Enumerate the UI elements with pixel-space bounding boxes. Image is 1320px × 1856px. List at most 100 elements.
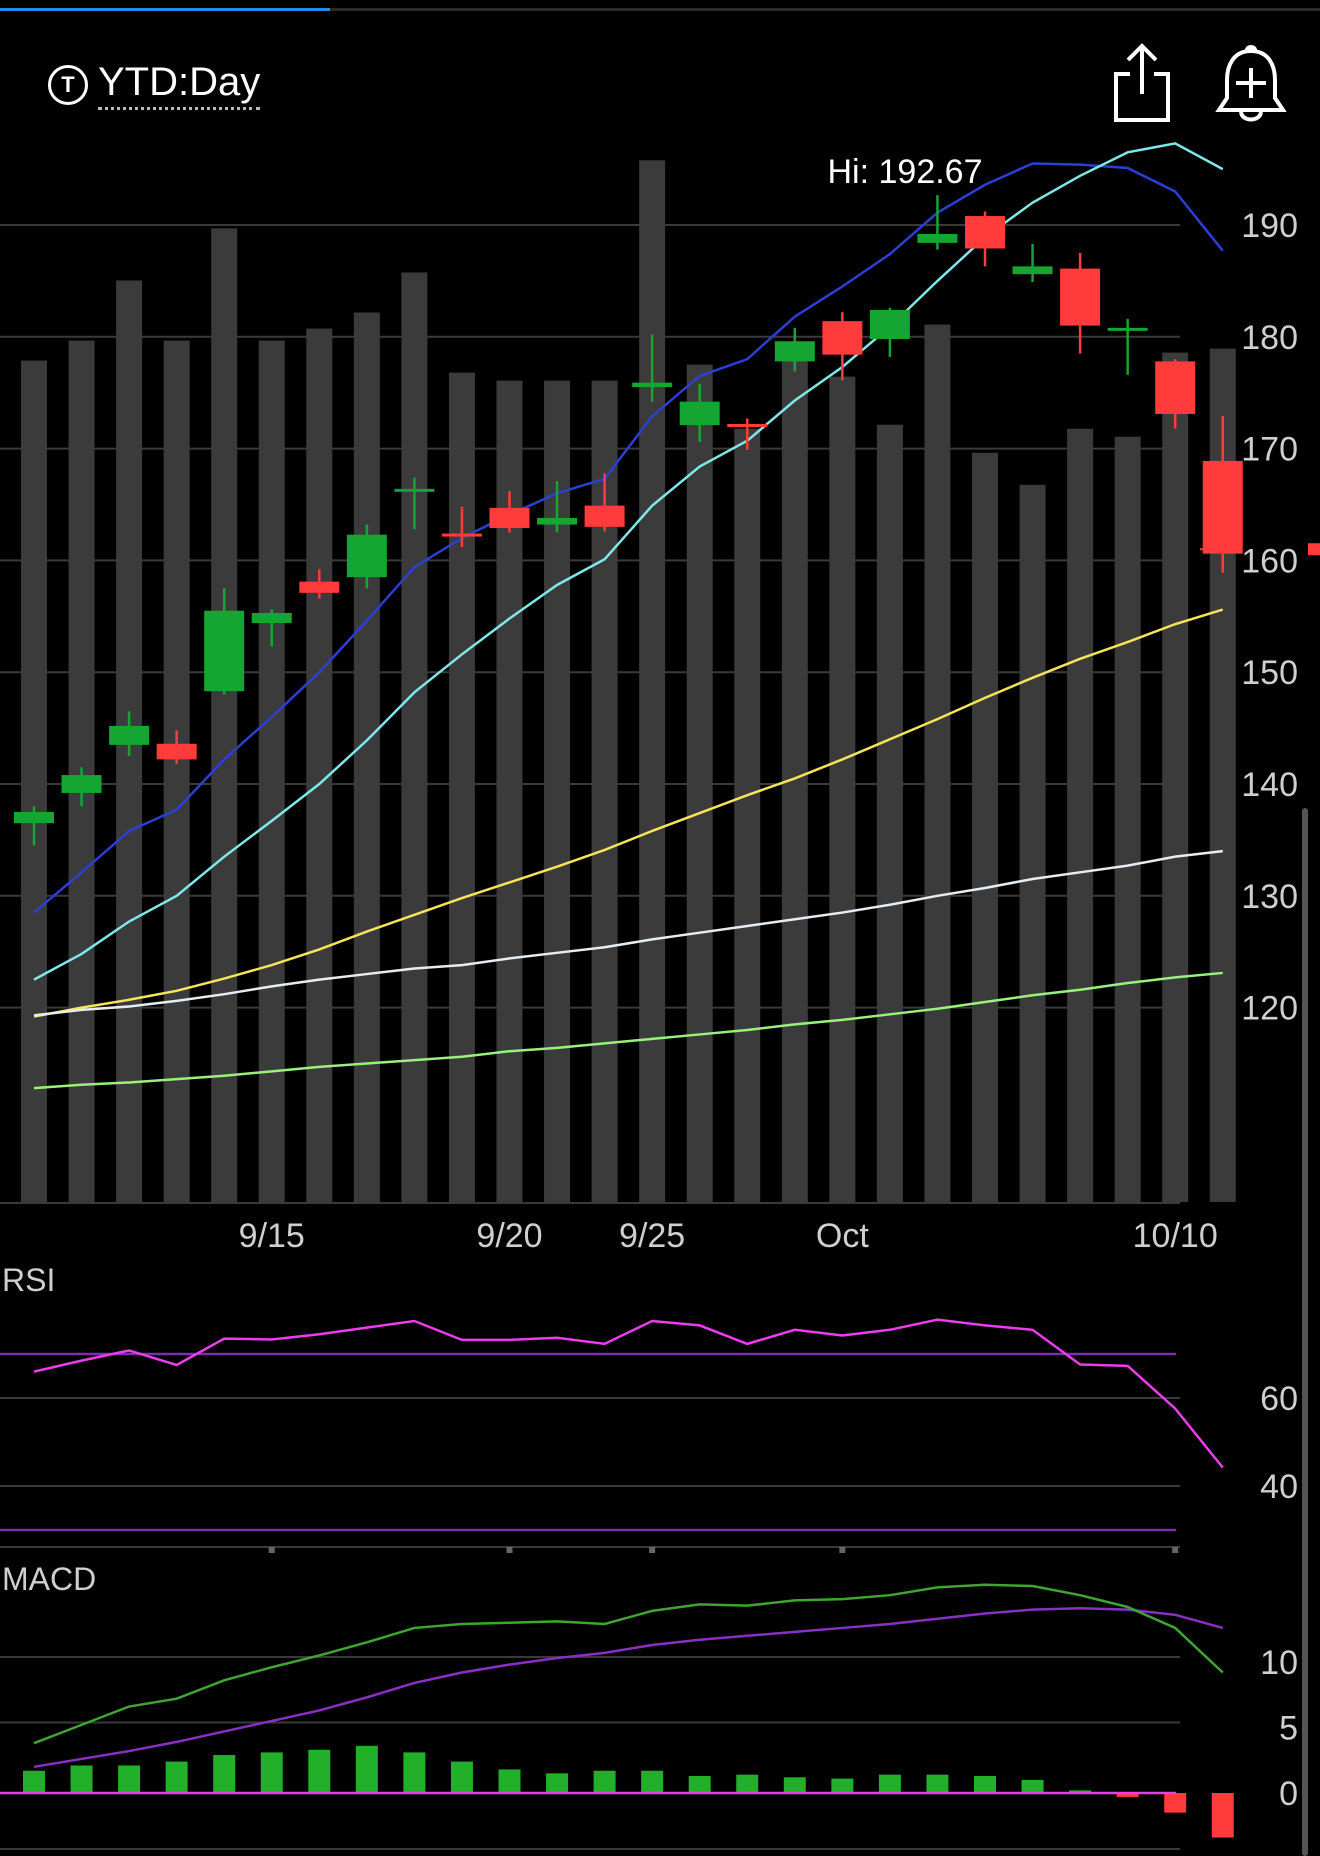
price-axis-tick-label: 190	[1241, 207, 1298, 245]
candle-body	[537, 517, 578, 525]
macd-histogram-bar	[688, 1775, 711, 1793]
macd-line	[33, 1583, 1224, 1745]
volume-bar	[876, 424, 903, 1202]
macd-histogram-bar	[736, 1774, 759, 1793]
range-type-icon: T	[48, 65, 88, 105]
x-axis-date-label: Oct	[816, 1217, 869, 1255]
candle-body	[394, 488, 435, 492]
macd-histogram-bar	[593, 1770, 616, 1793]
share-button[interactable]	[1110, 42, 1174, 124]
candle-body	[1012, 266, 1053, 275]
moving-average-line	[33, 608, 1224, 1018]
x-axis-date-label: 10/10	[1133, 1217, 1218, 1255]
candle-body	[156, 743, 197, 760]
rsi-x-tick	[839, 1547, 846, 1553]
price-axis-tick-label: 120	[1241, 990, 1298, 1028]
add-alert-bell-icon	[1215, 45, 1287, 122]
macd-histogram-bar	[1069, 1790, 1092, 1793]
price-axis-tick-label: 160	[1241, 542, 1298, 580]
candle-body	[1107, 327, 1148, 331]
volume-bar	[686, 364, 713, 1202]
macd-histogram-bar	[260, 1752, 283, 1793]
candle-body	[61, 775, 102, 793]
rsi-x-tick	[1172, 1547, 1179, 1553]
volume-bar	[163, 340, 190, 1203]
price-axis-tick-label: 180	[1241, 319, 1298, 357]
time-range-selector[interactable]: T YTD:Day	[48, 60, 261, 110]
candle-body	[489, 507, 530, 528]
loading-progress-bar	[0, 8, 1320, 11]
macd-histogram-bar	[213, 1755, 236, 1793]
rsi-panel-label: RSI	[2, 1262, 55, 1298]
candle-body	[1202, 460, 1243, 554]
macd-panel-label: MACD	[2, 1561, 96, 1597]
macd-histogram-bar	[1116, 1793, 1139, 1797]
x-axis-date-label: 9/20	[476, 1217, 542, 1255]
macd-histogram-bar	[498, 1769, 521, 1793]
candle-body	[14, 811, 54, 824]
volume-bar	[1019, 484, 1046, 1203]
macd-histogram-bar	[1211, 1793, 1234, 1838]
volume-bar	[401, 272, 428, 1202]
macd-histogram-bar	[783, 1777, 806, 1793]
price-axis-tick-label: 140	[1241, 766, 1298, 804]
moving-average-line	[33, 849, 1223, 1017]
candle-body	[1155, 361, 1196, 414]
volume-bar	[1067, 428, 1094, 1202]
candle-body	[679, 401, 720, 426]
volume-bar	[829, 376, 856, 1202]
rsi-axis-tick-label: 40	[1260, 1468, 1298, 1506]
macd-axis-tick-label: 5	[1279, 1710, 1298, 1748]
macd-histogram-bar	[926, 1774, 949, 1793]
macd-histogram-bar	[70, 1765, 93, 1793]
volume-bar	[211, 228, 238, 1202]
macd-histogram-bar	[308, 1749, 331, 1793]
rsi-axis-tick-label: 60	[1260, 1380, 1298, 1418]
moving-average-line	[33, 971, 1223, 1090]
macd-histogram-bar	[546, 1773, 569, 1793]
price-axis-tick-label: 150	[1241, 654, 1298, 692]
volume-bar	[448, 372, 475, 1202]
vertical-scrollbar[interactable]	[1302, 808, 1308, 1856]
candle-body	[251, 612, 292, 624]
macd-histogram-bar	[878, 1774, 901, 1793]
volume-bar	[1114, 436, 1141, 1202]
moving-average-line	[33, 142, 1224, 981]
moving-average-line	[33, 162, 1224, 914]
price-axis-tick-label: 130	[1241, 878, 1298, 916]
time-range-label: YTD:Day	[98, 60, 261, 110]
macd-axis-tick-label: 0	[1279, 1775, 1298, 1813]
macd-signal-line	[33, 1607, 1224, 1769]
macd-histogram-bar	[355, 1745, 378, 1793]
volume-bar	[972, 452, 998, 1203]
macd-histogram-bar	[450, 1761, 473, 1793]
volume-bar	[639, 160, 666, 1203]
macd-histogram-bar	[1021, 1779, 1044, 1793]
candle-body	[727, 424, 768, 428]
volume-bar	[21, 360, 47, 1203]
add-alert-button[interactable]	[1215, 42, 1287, 124]
x-axis-date-label: 9/15	[239, 1217, 305, 1255]
macd-axis-tick-label: 10	[1260, 1644, 1298, 1682]
candle-body	[109, 725, 150, 745]
candle-body	[584, 505, 625, 527]
candle-body	[1060, 268, 1101, 326]
rsi-x-tick	[649, 1547, 656, 1553]
macd-histogram-bar	[23, 1770, 45, 1793]
candle-body	[965, 216, 1005, 249]
macd-histogram-bar	[831, 1778, 854, 1793]
last-price-marker	[1308, 543, 1320, 556]
candle-body	[441, 533, 482, 537]
candle-body	[774, 341, 815, 362]
x-axis-date-label: 9/25	[619, 1217, 685, 1255]
rsi-line	[33, 1318, 1224, 1469]
volume-bar	[353, 312, 380, 1202]
macd-histogram-bar	[118, 1765, 141, 1793]
macd-histogram-bar	[974, 1775, 996, 1793]
macd-histogram-bar	[1164, 1793, 1187, 1813]
loading-progress-fill	[0, 8, 330, 11]
candle-body	[299, 581, 340, 593]
candle-body	[917, 233, 958, 243]
volume-bar	[306, 328, 333, 1203]
